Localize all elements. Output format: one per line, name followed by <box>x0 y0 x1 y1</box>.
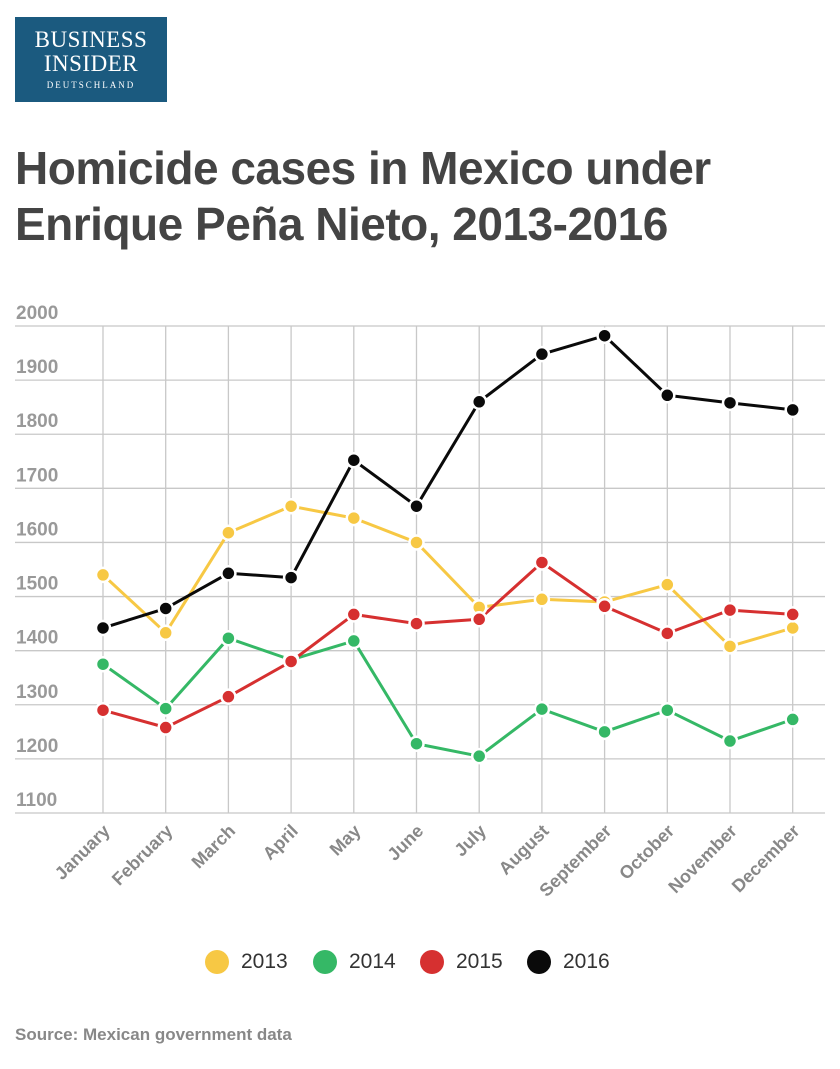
legend-label: 2015 <box>456 950 503 973</box>
brand-logo: BUSINESS INSIDER DEUTSCHLAND <box>15 17 167 102</box>
data-point-2015-october <box>659 625 676 642</box>
chart-legend: 2013 2014 2015 2016 <box>0 948 840 976</box>
data-point-2015-may <box>345 606 363 623</box>
legend-label: 2014 <box>349 950 396 973</box>
series-line-2016 <box>102 334 793 630</box>
y-tick-label: 1300 <box>16 682 58 703</box>
data-point-2013-august <box>533 591 551 608</box>
data-point-2016-august <box>533 345 551 363</box>
chart-title: Homicide cases in Mexico under Enrique P… <box>15 142 711 250</box>
data-point-2016-september <box>596 327 613 344</box>
data-point-2016-february <box>157 600 174 617</box>
legend-label: 2013 <box>241 950 288 973</box>
x-tick-label: November <box>664 821 740 897</box>
data-point-2016-december <box>784 401 801 419</box>
y-axis-ticks: 2000 1900 1800 1700 1600 1500 1400 1300 1200 1100 <box>16 303 58 811</box>
x-tick-label: August <box>495 821 553 879</box>
data-point-2016-june <box>408 497 425 515</box>
data-point-2015-november <box>721 601 739 619</box>
data-point-2016-november <box>721 394 739 412</box>
x-tick-label: July <box>450 821 490 861</box>
x-tick-label: October <box>615 821 678 884</box>
y-tick-label: 2000 <box>16 303 58 324</box>
data-point-2015-january <box>94 701 112 719</box>
data-point-2014-september <box>596 723 613 741</box>
data-point-2014-october <box>659 701 676 719</box>
series-points <box>94 327 801 765</box>
data-point-2015-september <box>596 598 613 615</box>
legend-swatch <box>420 950 444 974</box>
brand-line-3: DEUTSCHLAND <box>46 80 136 90</box>
data-point-2013-october <box>659 576 676 593</box>
data-point-2014-june <box>408 735 425 752</box>
series-line-2014 <box>102 636 794 758</box>
data-point-2016-march <box>220 565 237 582</box>
brand-line-2: INSIDER <box>43 51 139 76</box>
series-lines <box>101 334 794 758</box>
legend-item-2016: 2016 <box>527 948 610 976</box>
data-point-2013-february <box>157 624 174 642</box>
x-tick-label: December <box>728 821 804 897</box>
legend-item-2015: 2015 <box>420 948 503 976</box>
data-point-2015-february <box>157 719 174 736</box>
series-line-2015 <box>102 560 793 730</box>
data-point-2016-may <box>345 451 363 469</box>
y-tick-label: 1900 <box>16 357 58 378</box>
y-tick-label: 1400 <box>16 628 58 649</box>
y-tick-label: 1100 <box>16 790 57 811</box>
x-tick-label: April <box>259 821 302 864</box>
data-point-2014-march <box>220 629 237 647</box>
data-point-2014-february <box>157 700 174 717</box>
y-tick-label: 1500 <box>16 574 58 595</box>
data-point-2013-june <box>408 534 425 551</box>
data-point-2014-august <box>533 700 551 718</box>
line-chart: 2000 1900 1800 1700 1600 1500 1400 1300 1200 1100… <box>15 303 825 901</box>
data-point-2013-april <box>282 497 300 515</box>
data-point-2014-july <box>470 747 488 765</box>
data-point-2016-october <box>659 387 676 404</box>
y-tick-label: 1600 <box>16 519 58 540</box>
series-line-2013 <box>101 504 794 648</box>
data-point-2015-march <box>220 688 237 705</box>
data-point-2013-may <box>345 509 363 527</box>
legend-swatch <box>205 950 229 974</box>
x-tick-label: March <box>188 821 240 873</box>
x-tick-label: January <box>51 821 114 884</box>
data-point-2015-april <box>282 653 300 670</box>
data-point-2016-january <box>94 619 112 637</box>
data-point-2015-june <box>408 615 425 632</box>
data-point-2014-december <box>784 711 801 728</box>
legend-label: 2016 <box>563 950 610 973</box>
data-point-2016-april <box>282 569 300 586</box>
y-tick-label: 1700 <box>16 465 58 486</box>
data-point-2013-november <box>721 638 739 655</box>
data-point-2013-december <box>784 619 801 637</box>
x-tick-label: February <box>108 821 177 890</box>
data-point-2015-august <box>533 554 551 571</box>
data-point-2013-january <box>94 566 112 584</box>
legend-swatch <box>527 950 551 974</box>
data-point-2014-november <box>721 732 739 750</box>
data-point-2013-march <box>220 524 237 541</box>
data-point-2016-july <box>470 393 488 411</box>
data-point-2015-july <box>470 611 488 628</box>
x-tick-label: May <box>326 821 365 860</box>
legend-swatch <box>313 950 337 974</box>
source-note: Source: Mexican government data <box>15 1025 292 1044</box>
data-point-2014-january <box>94 655 112 673</box>
data-point-2014-may <box>345 632 363 650</box>
legend-item-2013: 2013 <box>205 948 288 976</box>
legend-item-2014: 2014 <box>313 948 396 976</box>
y-tick-label: 1200 <box>16 736 58 757</box>
data-point-2015-december <box>784 606 801 623</box>
brand-line-1: BUSINESS <box>34 27 148 52</box>
x-tick-label: June <box>383 821 427 865</box>
y-tick-label: 1800 <box>16 411 58 432</box>
